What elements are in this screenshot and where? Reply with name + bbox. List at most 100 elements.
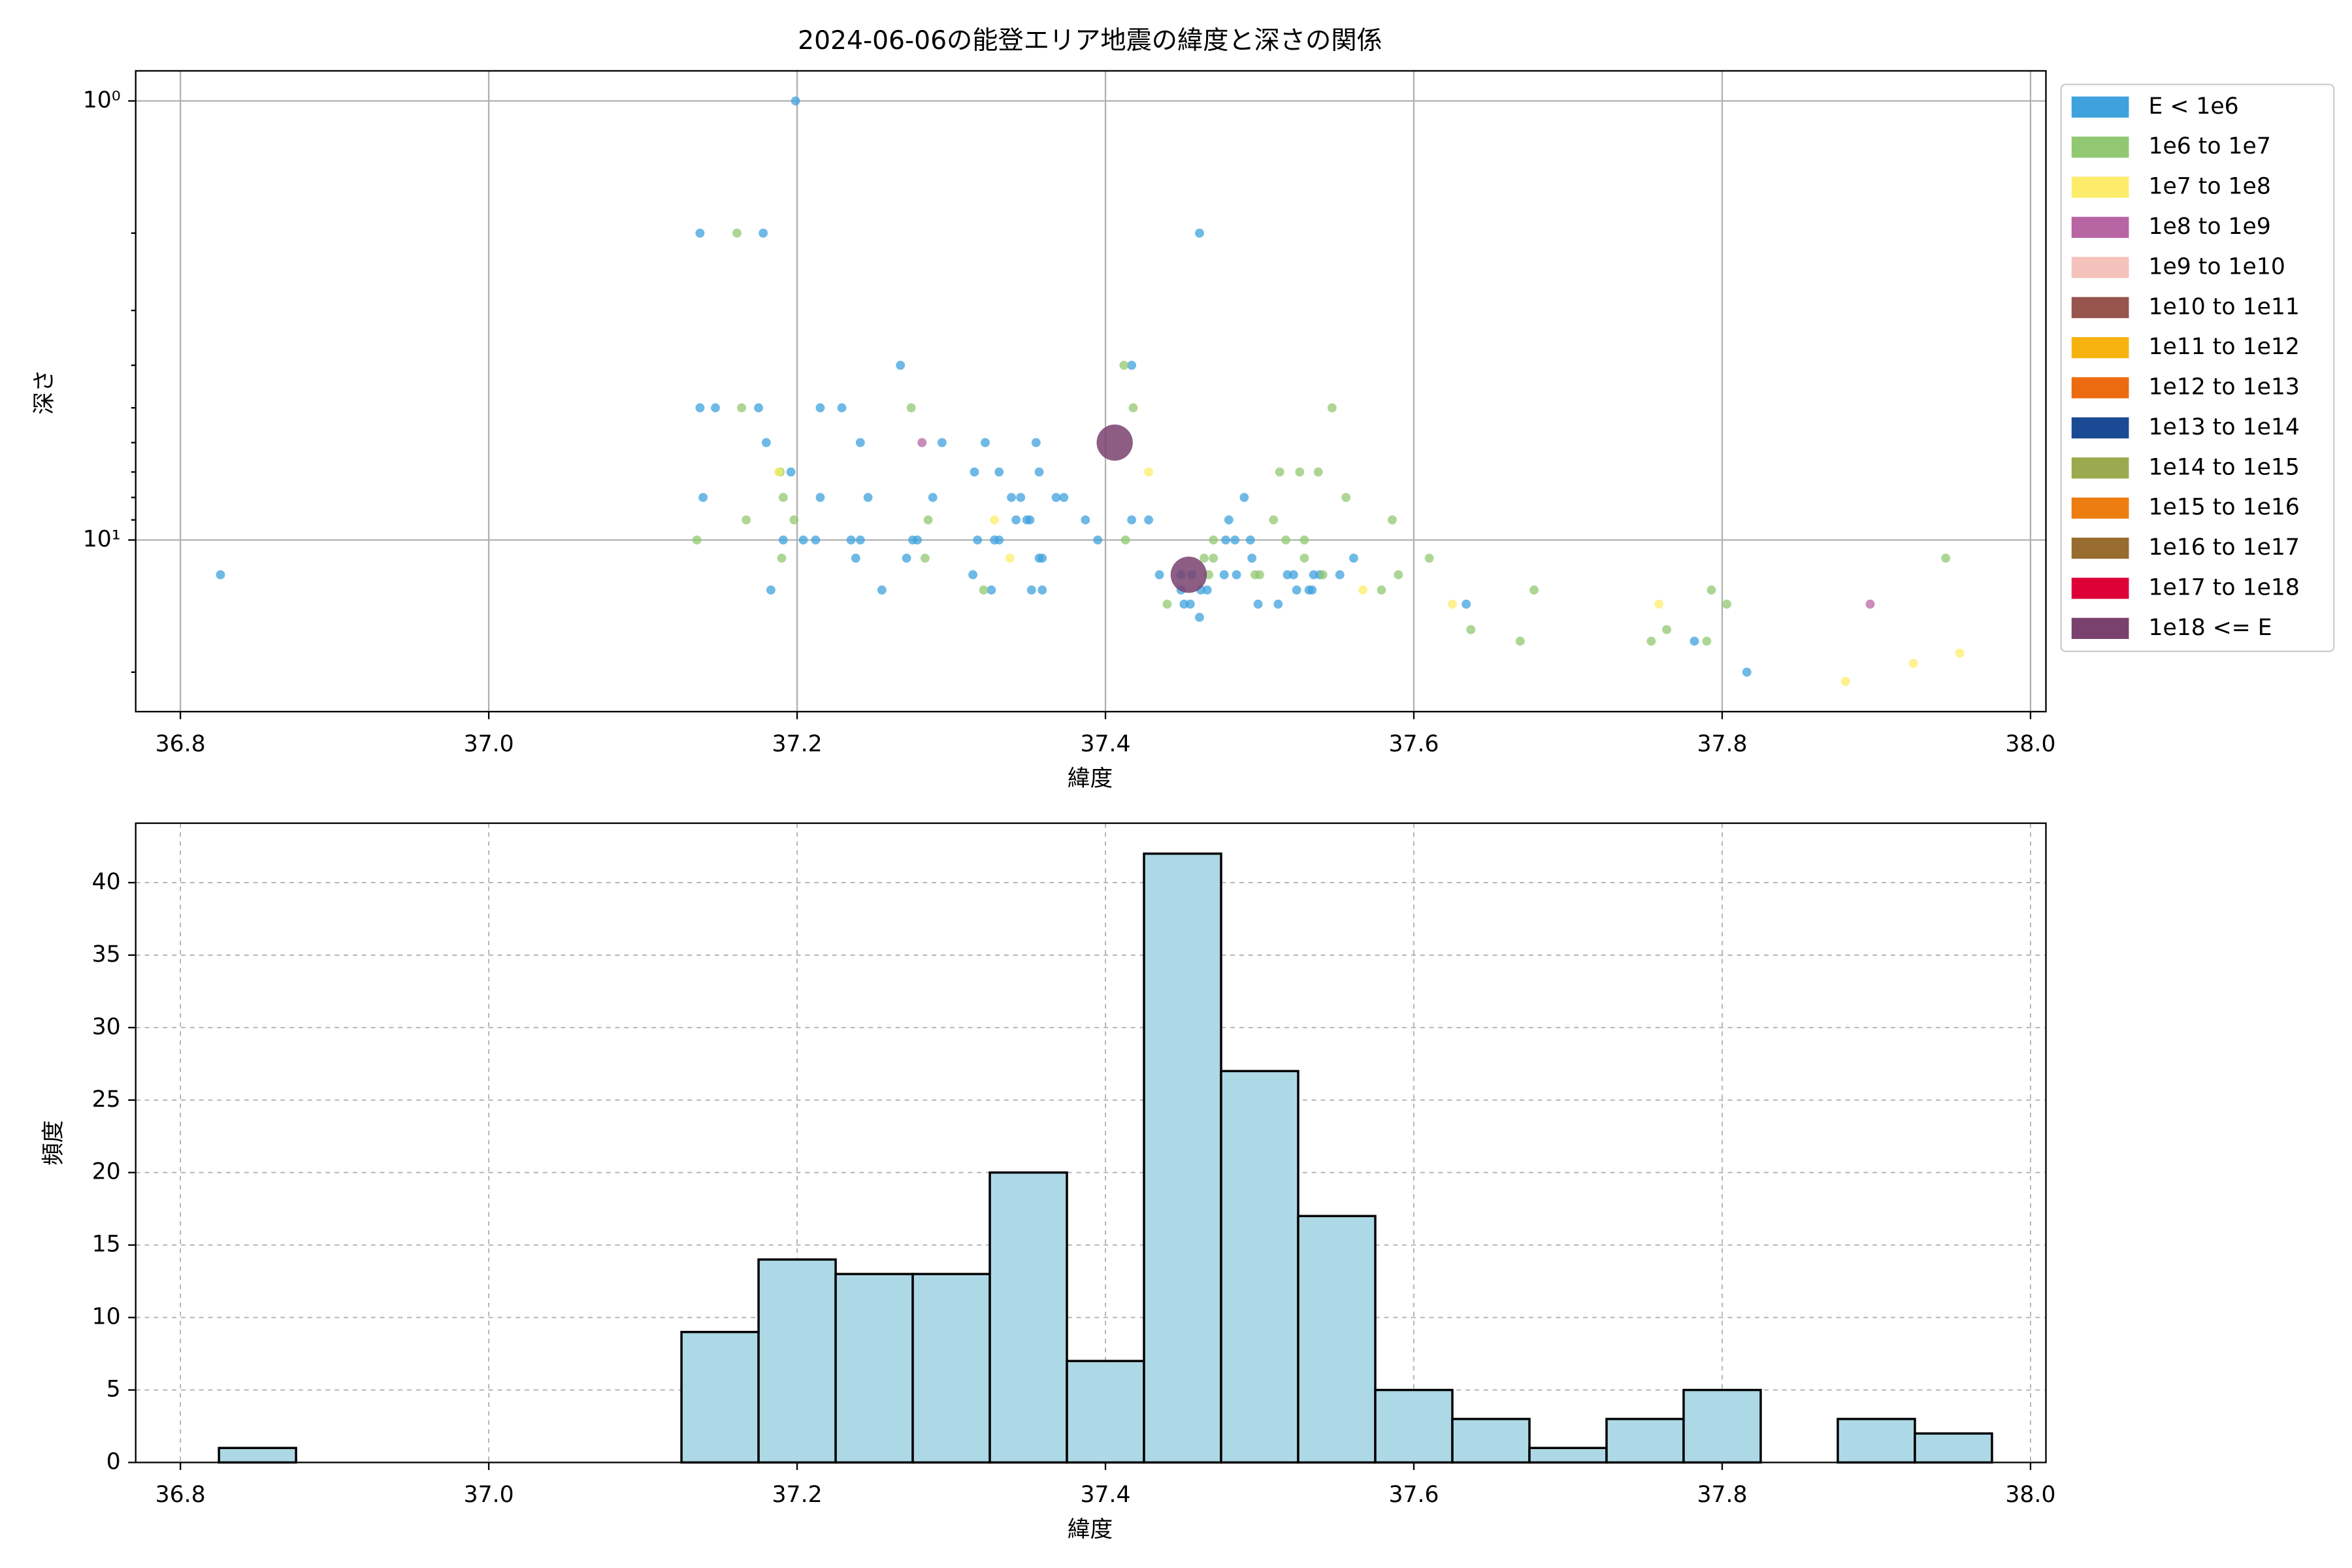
bar <box>911 1273 991 1464</box>
point <box>789 515 799 525</box>
point <box>1051 493 1061 502</box>
bar <box>1605 1418 1685 1464</box>
point <box>695 228 705 238</box>
point <box>1128 403 1138 413</box>
point <box>863 493 873 502</box>
x-tick-label: 38.0 <box>2005 1482 2055 1508</box>
point <box>979 585 988 595</box>
y-axis-label: 頻度 <box>41 1120 67 1166</box>
point <box>1307 585 1317 595</box>
point <box>1908 659 1918 668</box>
point <box>766 585 776 595</box>
legend-label: E < 1e6 <box>2148 93 2238 120</box>
legend-swatch <box>2071 457 2129 479</box>
legend-label: 1e17 to 1e18 <box>2148 574 2299 600</box>
legend-label: 1e14 to 1e15 <box>2148 454 2299 480</box>
point <box>1195 228 1204 238</box>
point <box>1144 467 1154 477</box>
point <box>1377 585 1386 595</box>
y-tick-label: 25 <box>92 1086 121 1113</box>
point <box>851 553 860 563</box>
point <box>1037 553 1047 563</box>
point <box>1349 553 1358 563</box>
legend-swatch <box>2071 377 2129 399</box>
point <box>877 585 887 595</box>
bar <box>1451 1418 1531 1464</box>
point <box>1424 553 1434 563</box>
point <box>1341 493 1351 502</box>
bar <box>1220 1070 1299 1464</box>
point <box>1281 535 1291 545</box>
axes-frame <box>135 70 2047 713</box>
point <box>1119 361 1129 370</box>
point <box>1016 493 1026 502</box>
point <box>1239 493 1249 502</box>
point <box>1646 636 1656 646</box>
point <box>777 553 787 563</box>
legend-label: 1e9 to 1e10 <box>2148 253 2285 280</box>
bar <box>1682 1388 1762 1464</box>
point <box>1253 599 1263 609</box>
point <box>1247 553 1257 563</box>
point <box>923 515 933 525</box>
y-tick-label: 10¹ <box>83 527 121 553</box>
point <box>1299 553 1309 563</box>
point <box>695 403 705 413</box>
point <box>1394 570 1403 580</box>
point <box>987 585 996 595</box>
point <box>774 467 783 477</box>
legend-swatch <box>2071 176 2129 198</box>
point <box>1144 515 1154 525</box>
y-tick-label: 15 <box>92 1232 121 1258</box>
point <box>1081 515 1090 525</box>
point <box>1170 557 1207 593</box>
bar <box>834 1273 914 1464</box>
point <box>994 467 1004 477</box>
point <box>1742 667 1752 677</box>
x-axis-label: 緯度 <box>1068 766 1113 792</box>
point <box>1031 438 1041 448</box>
x-tick-label: 37.4 <box>1081 1482 1131 1508</box>
point <box>791 96 800 106</box>
x-tick-label: 37.0 <box>464 1482 514 1508</box>
point <box>902 553 911 563</box>
point <box>1230 535 1240 545</box>
legend-label: 1e12 to 1e13 <box>2148 374 2299 400</box>
legend-label: 1e15 to 1e16 <box>2148 495 2299 521</box>
point <box>737 403 747 413</box>
point <box>837 403 847 413</box>
x-tick-label: 37.8 <box>1697 731 1747 757</box>
point <box>1722 599 1731 609</box>
x-tick-label: 37.2 <box>772 1482 823 1508</box>
legend-swatch <box>2071 137 2129 158</box>
point <box>815 493 825 502</box>
point <box>1219 570 1229 580</box>
point <box>1037 585 1047 595</box>
point <box>921 553 930 563</box>
legend-label: 1e10 to 1e11 <box>2148 294 2299 320</box>
legend-label: 1e8 to 1e9 <box>2148 214 2270 240</box>
x-tick-label: 37.6 <box>1388 731 1439 757</box>
bar <box>680 1331 760 1464</box>
point <box>1289 570 1298 580</box>
point <box>1529 585 1539 595</box>
point <box>1275 467 1284 477</box>
point <box>1840 677 1850 686</box>
point <box>1448 599 1457 609</box>
bar <box>1066 1360 1145 1464</box>
bar <box>1143 852 1222 1464</box>
y-tick-label: 30 <box>92 1014 121 1040</box>
legend-label: 1e13 to 1e14 <box>2148 414 2299 440</box>
y-axis-label: 深さ <box>31 369 57 414</box>
legend-swatch <box>2071 216 2129 238</box>
point <box>1313 467 1323 477</box>
point <box>1358 585 1368 595</box>
bar <box>1837 1418 1916 1464</box>
point <box>990 515 1000 525</box>
x-axis-label: 緯度 <box>1068 1516 1113 1543</box>
legend-swatch <box>2071 257 2129 278</box>
bar <box>757 1258 837 1464</box>
point <box>1162 599 1172 609</box>
